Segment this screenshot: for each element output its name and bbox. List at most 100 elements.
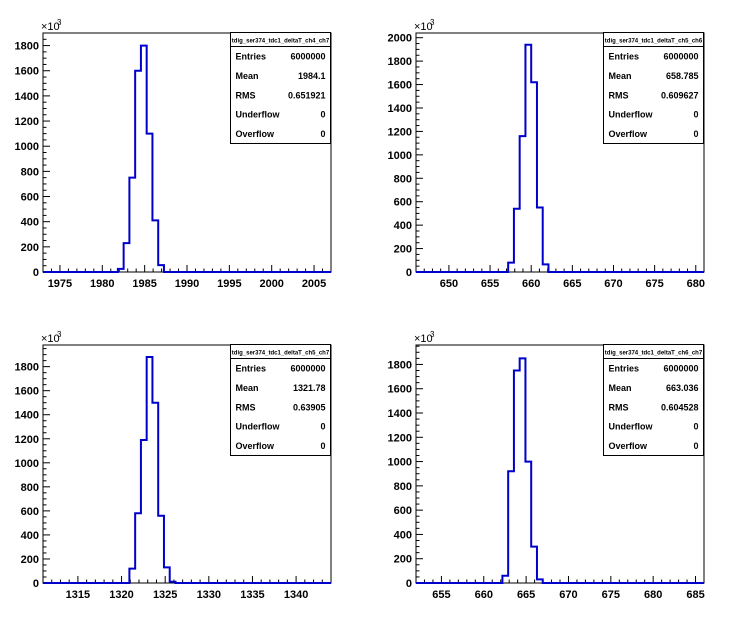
x-tick-label: 1320 bbox=[109, 589, 133, 601]
stats-row-label: Entries bbox=[609, 364, 640, 374]
stats-row-label: Overflow bbox=[236, 129, 276, 139]
stats-row-label: Overflow bbox=[609, 441, 649, 451]
stats-row-label: Overflow bbox=[236, 441, 276, 451]
y-tick-label: 200 bbox=[394, 244, 412, 256]
x-tick-label: 655 bbox=[481, 278, 499, 290]
y-tick-label: 1000 bbox=[388, 457, 412, 469]
histogram-line bbox=[43, 44, 331, 273]
x-tick-label: 1985 bbox=[132, 278, 156, 290]
y-exponent-label: ×10 bbox=[414, 21, 433, 33]
stats-row-label: Overflow bbox=[609, 129, 649, 139]
stats-row-value: 0 bbox=[693, 129, 698, 139]
y-tick-label: 0 bbox=[33, 267, 39, 279]
stats-row-label: Underflow bbox=[236, 422, 281, 432]
stats-box-title: tdig_ser374_tdc1_deltaT_ch5_ch6 bbox=[605, 39, 703, 45]
stats-row-value: 6000000 bbox=[663, 52, 698, 62]
x-tick-label: 655 bbox=[432, 589, 450, 601]
y-tick-label: 1200 bbox=[388, 432, 412, 444]
x-tick-label: 1315 bbox=[66, 589, 90, 601]
x-tick-label: 1975 bbox=[48, 278, 72, 290]
y-tick-label: 1200 bbox=[15, 434, 39, 446]
stats-row-value: 0.651921 bbox=[288, 90, 326, 100]
histogram-panel-1: 0 200 400 600 800 1000 1200 1400 1600 1800×103 197… bbox=[15, 18, 332, 290]
y-tick-label: 800 bbox=[21, 166, 39, 178]
stats-row-value: 0 bbox=[693, 441, 698, 451]
stats-row-label: Entries bbox=[236, 52, 267, 62]
y-tick-label: 200 bbox=[394, 554, 412, 566]
y-tick-label: 1600 bbox=[388, 384, 412, 396]
x-tick-label: 2005 bbox=[302, 278, 326, 290]
stats-row-label: RMS bbox=[236, 402, 256, 412]
y-tick-label: 2000 bbox=[388, 33, 412, 45]
y-tick-label: 0 bbox=[406, 267, 412, 279]
x-tick-label: 2000 bbox=[259, 278, 283, 290]
stats-box: tdig_ser374_tdc1_deltaT_ch5_ch6 Entries 60… bbox=[603, 32, 704, 144]
stats-box: tdig_ser374_tdc1_deltaT_ch6_ch7 Entries 60… bbox=[603, 344, 704, 456]
y-tick-label: 400 bbox=[394, 529, 412, 541]
x-tick-label: 665 bbox=[517, 589, 535, 601]
stats-row-value: 0.63905 bbox=[293, 402, 326, 412]
y-tick-label: 400 bbox=[21, 217, 39, 229]
y-tick-label: 1600 bbox=[388, 80, 412, 92]
y-tick-label: 1400 bbox=[388, 103, 412, 115]
x-tick-label: 675 bbox=[602, 589, 620, 601]
y-exponent-label: ×10 bbox=[414, 333, 433, 345]
y-tick-label: 600 bbox=[21, 506, 39, 518]
y-tick-label: 800 bbox=[394, 481, 412, 493]
stats-row-label: Entries bbox=[236, 364, 267, 374]
y-tick-label: 200 bbox=[21, 242, 39, 254]
x-tick-label: 1990 bbox=[175, 278, 199, 290]
x-tick-label: 1340 bbox=[284, 589, 308, 601]
histogram-panel-4: 0 200 400 600 800 1000 1200 1400 1600 1800 ×103 655… bbox=[388, 330, 705, 601]
histogram-panel-2: 0 200 400 600 800 1000 1200 1400 1600 1800 2000×10… bbox=[388, 18, 705, 290]
stats-row-value: 6000000 bbox=[663, 364, 698, 374]
x-tick-label: 1995 bbox=[217, 278, 241, 290]
stats-row-value: 6000000 bbox=[290, 52, 325, 62]
y-tick-label: 1800 bbox=[388, 56, 412, 68]
y-tick-label: 400 bbox=[394, 220, 412, 232]
x-tick-label: 675 bbox=[645, 278, 663, 290]
stats-row-value: 0 bbox=[320, 110, 325, 120]
stats-row-label: RMS bbox=[236, 90, 256, 100]
stats-row-value: 0.604528 bbox=[661, 402, 699, 412]
stats-row-value: 0 bbox=[693, 422, 698, 432]
y-tick-label: 600 bbox=[21, 192, 39, 204]
y-tick-label: 0 bbox=[33, 578, 39, 590]
histogram-panel-3: 0 200 400 600 800 1000 1200 1400 1600 1800 ×103 131… bbox=[15, 330, 332, 601]
y-exponent-power: 3 bbox=[430, 18, 435, 27]
y-tick-label: 800 bbox=[394, 173, 412, 185]
y-tick-label: 600 bbox=[394, 505, 412, 517]
y-tick-label: 1600 bbox=[15, 386, 39, 398]
x-tick-label: 1335 bbox=[240, 589, 264, 601]
y-tick-label: 200 bbox=[21, 554, 39, 566]
y-tick-label: 1000 bbox=[15, 141, 39, 153]
stats-box-title: tdig_ser374_tdc1_deltaT_ch5_ch7 bbox=[232, 351, 330, 357]
y-tick-label: 1200 bbox=[15, 116, 39, 128]
y-tick-label: 1400 bbox=[15, 91, 39, 103]
y-tick-label: 1000 bbox=[388, 150, 412, 162]
stats-row-label: Mean bbox=[236, 383, 259, 393]
stats-box-frame bbox=[230, 32, 331, 144]
x-tick-label: 660 bbox=[522, 278, 540, 290]
x-tick-label: 660 bbox=[475, 589, 493, 601]
y-exponent-label: ×10 bbox=[41, 21, 60, 33]
stats-box-title: tdig_ser374_tdc1_deltaT_ch4_ch7 bbox=[232, 39, 330, 45]
x-tick-label: 670 bbox=[604, 278, 622, 290]
y-exponent-power: 3 bbox=[57, 330, 62, 339]
x-tick-label: 670 bbox=[559, 589, 577, 601]
histogram-line bbox=[416, 43, 704, 273]
x-tick-label: 1325 bbox=[153, 589, 177, 601]
y-tick-label: 0 bbox=[406, 578, 412, 590]
y-exponent-power: 3 bbox=[430, 330, 435, 339]
stats-row-label: Underflow bbox=[609, 110, 654, 120]
stats-row-value: 1984.1 bbox=[298, 71, 326, 81]
y-tick-label: 1800 bbox=[15, 41, 39, 53]
x-tick-label: 680 bbox=[644, 589, 662, 601]
stats-row-label: Mean bbox=[609, 71, 632, 81]
x-tick-label: 1330 bbox=[197, 589, 221, 601]
y-exponent-power: 3 bbox=[57, 18, 62, 27]
y-tick-label: 400 bbox=[21, 530, 39, 542]
stats-box: tdig_ser374_tdc1_deltaT_ch4_ch7 Entries 60… bbox=[230, 32, 331, 144]
x-tick-label: 665 bbox=[563, 278, 581, 290]
